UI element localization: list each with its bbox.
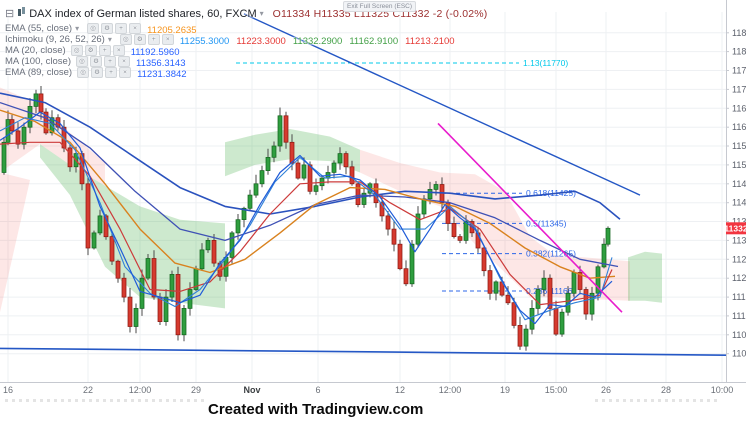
add-icon[interactable]: + <box>115 23 128 34</box>
visibility-icon[interactable]: ◎ <box>87 23 100 34</box>
chevron-down-icon[interactable]: ▾ <box>107 35 112 44</box>
collapse-panel-icon[interactable]: ⊟ <box>5 8 15 20</box>
svg-text:11200: 11200 <box>732 273 746 283</box>
indicator-label[interactable]: EMA (89, close) <box>5 67 73 78</box>
svg-text:15:00: 15:00 <box>545 385 568 395</box>
svg-text:Nov: Nov <box>243 385 260 395</box>
add-icon[interactable]: + <box>105 67 118 78</box>
created-with-watermark: Created with Tradingview.com <box>208 401 424 418</box>
svg-text:22: 22 <box>83 385 93 395</box>
visibility-icon[interactable]: ◎ <box>77 67 90 78</box>
svg-text:11600: 11600 <box>732 122 746 132</box>
svg-text:19: 19 <box>500 385 510 395</box>
indicator-buttons: ◎ ⚙ + × <box>119 34 174 45</box>
add-icon[interactable]: + <box>147 34 160 45</box>
close-icon[interactable]: × <box>161 34 174 45</box>
svg-text:11150: 11150 <box>732 292 746 302</box>
indicator-buttons: ◎ ⚙ + × <box>76 56 130 67</box>
settings-icon[interactable]: ⚙ <box>84 45 97 56</box>
watermark-remnant-left <box>5 399 205 402</box>
svg-text:11650: 11650 <box>732 103 746 113</box>
close-icon[interactable]: × <box>129 23 142 34</box>
svg-text:12:00: 12:00 <box>439 385 462 395</box>
svg-text:11850: 11850 <box>732 28 746 38</box>
svg-text:11550: 11550 <box>732 141 746 151</box>
add-icon[interactable]: + <box>104 56 116 67</box>
ema-55-line <box>0 109 616 279</box>
svg-text:11750: 11750 <box>732 66 746 76</box>
svg-text:11350: 11350 <box>732 217 746 227</box>
svg-text:26: 26 <box>601 385 611 395</box>
indicator-label[interactable]: MA (100, close) <box>5 56 71 67</box>
settings-icon[interactable]: ⚙ <box>101 23 114 34</box>
settings-icon[interactable]: ⚙ <box>90 56 102 67</box>
ma-100-line <box>0 92 621 220</box>
settings-icon[interactable]: ⚙ <box>133 34 146 45</box>
svg-text:0.382(11265): 0.382(11265) <box>526 249 576 259</box>
svg-text:11332: 11332 <box>724 223 746 233</box>
indicator-label[interactable]: MA (20, close) <box>5 45 66 56</box>
svg-text:11800: 11800 <box>732 47 746 57</box>
watermark-remnant-right <box>595 399 720 402</box>
indicator-buttons: ◎ ⚙ + × <box>70 45 125 56</box>
trendline-lower-line <box>0 347 727 356</box>
last-price-tag: 11332 <box>724 222 746 235</box>
indicator-label[interactable]: Ichimoku (9, 26, 52, 26) <box>5 34 105 45</box>
svg-text:1.13(11770): 1.13(11770) <box>523 58 568 68</box>
time-axis[interactable] <box>0 382 726 397</box>
close-icon[interactable]: × <box>118 56 130 67</box>
visibility-icon[interactable]: ◎ <box>76 56 88 67</box>
chevron-down-icon[interactable]: ▾ <box>259 9 264 18</box>
overlay-lines <box>0 13 727 356</box>
price-chart-svg[interactable]: 1.13(11770)0.618(11425)0.5(11345)0.382(1… <box>0 0 746 397</box>
indicator-buttons: ◎ ⚙ + × <box>87 23 142 34</box>
svg-text:12:00: 12:00 <box>129 385 152 395</box>
chart-canvas[interactable]: 1.13(11770) 0.618(11425) 0.5(11345) 0.382(1… <box>0 0 746 397</box>
svg-text:11050: 11050 <box>732 330 746 340</box>
svg-text:29: 29 <box>191 385 201 395</box>
visibility-icon[interactable]: ◎ <box>119 34 132 45</box>
svg-text:10:00: 10:00 <box>711 385 734 395</box>
svg-text:12: 12 <box>395 385 405 395</box>
svg-text:11500: 11500 <box>732 160 746 170</box>
visibility-icon[interactable]: ◎ <box>70 45 83 56</box>
indicator-buttons: ◎ ⚙ + × <box>77 67 132 78</box>
svg-text:0.5(11345): 0.5(11345) <box>526 218 567 228</box>
add-icon[interactable]: + <box>98 45 111 56</box>
footer-band: Created with Tradingview.com <box>0 397 746 430</box>
close-icon[interactable]: × <box>119 67 132 78</box>
svg-text:11450: 11450 <box>732 179 746 189</box>
svg-text:11400: 11400 <box>732 198 746 208</box>
ma-20-line <box>0 111 613 325</box>
svg-text:28: 28 <box>661 385 671 395</box>
close-icon[interactable]: × <box>112 45 125 56</box>
svg-text:11000: 11000 <box>732 349 746 359</box>
svg-text:16: 16 <box>3 385 13 395</box>
trendline-upper-line <box>243 13 641 196</box>
exit-fullscreen-button[interactable]: Exit Full Screen (ESC) <box>343 1 417 12</box>
settings-icon[interactable]: ⚙ <box>91 67 104 78</box>
axes: 11850 11800 11750 11700 11650 11600 11550 11500… <box>0 0 746 395</box>
svg-text:11250: 11250 <box>732 254 746 264</box>
indicator-label[interactable]: EMA (55, close) <box>5 23 73 34</box>
candlestick-style-icon[interactable] <box>17 7 26 20</box>
price-axis[interactable] <box>726 0 746 382</box>
trendline-magenta-line <box>437 122 623 313</box>
svg-text:11100: 11100 <box>732 311 746 321</box>
svg-text:11300: 11300 <box>732 235 746 245</box>
symbol-title[interactable]: DAX index of German listed shares, 60, F… <box>29 7 257 20</box>
chevron-down-icon[interactable]: ▾ <box>75 24 80 33</box>
svg-text:6: 6 <box>315 385 320 395</box>
ichimoku-kijun-line <box>0 141 613 306</box>
svg-text:11700: 11700 <box>732 84 746 94</box>
